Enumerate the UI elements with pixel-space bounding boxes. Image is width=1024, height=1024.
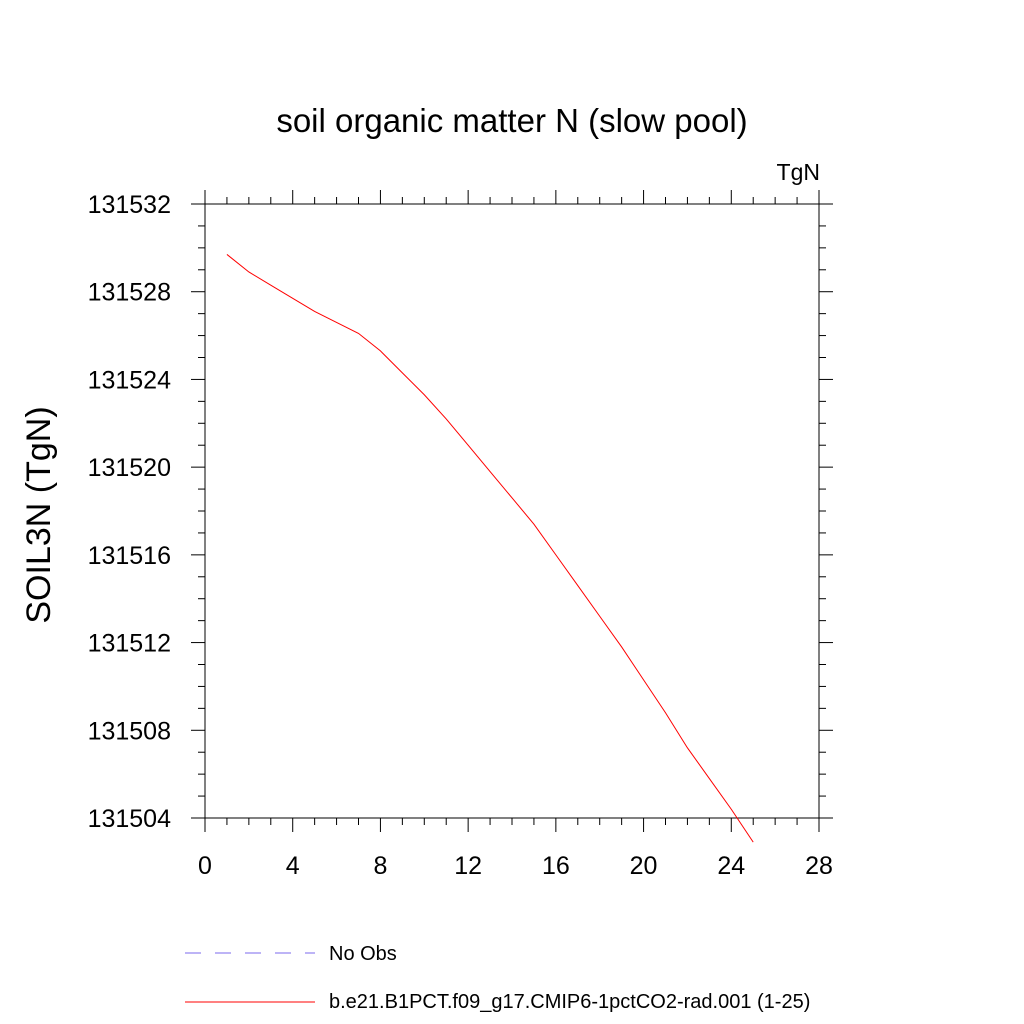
y-tick-label: 131516 <box>88 542 171 570</box>
chart-title: soil organic matter N (slow pool) <box>276 102 747 139</box>
x-tick-label: 28 <box>805 852 833 880</box>
x-tick-label: 4 <box>286 852 300 880</box>
y-tick-label: 131532 <box>88 191 171 219</box>
y-tick-label: 131520 <box>88 454 171 482</box>
y-tick-label: 131512 <box>88 630 171 658</box>
y-axis-label: SOIL3N (TgN) <box>20 406 58 623</box>
y-tick-label: 131528 <box>88 279 171 307</box>
y-axis-tick-labels: 131504 131508 131512 131516 131520 131524 1315… <box>88 191 172 833</box>
y-tick-label: 131508 <box>88 717 171 745</box>
series-line <box>226 254 754 843</box>
series-layer <box>226 254 754 843</box>
plot-frame <box>204 203 820 819</box>
x-tick-label: 24 <box>717 852 745 880</box>
x-tick-label: 16 <box>542 852 570 880</box>
x-axis-ticks <box>204 190 820 832</box>
x-tick-label: 12 <box>454 852 482 880</box>
y-tick-label: 131504 <box>88 805 172 833</box>
legend: No Obs b.e21.B1PCT.f09_g17.CMIP6-1pctCO2… <box>185 943 810 1013</box>
legend-label-model: b.e21.B1PCT.f09_g17.CMIP6-1pctCO2-rad.00… <box>329 991 810 1013</box>
y-tick-label: 131524 <box>88 366 172 394</box>
units-label: TgN <box>777 159 820 185</box>
x-tick-label: 8 <box>373 852 387 880</box>
y-axis-ticks <box>191 203 833 819</box>
x-axis-tick-labels: 0 4 8 12 16 20 24 28 <box>198 852 833 880</box>
legend-label-no-obs: No Obs <box>329 943 397 965</box>
x-tick-label: 0 <box>198 852 212 880</box>
x-tick-label: 20 <box>630 852 658 880</box>
